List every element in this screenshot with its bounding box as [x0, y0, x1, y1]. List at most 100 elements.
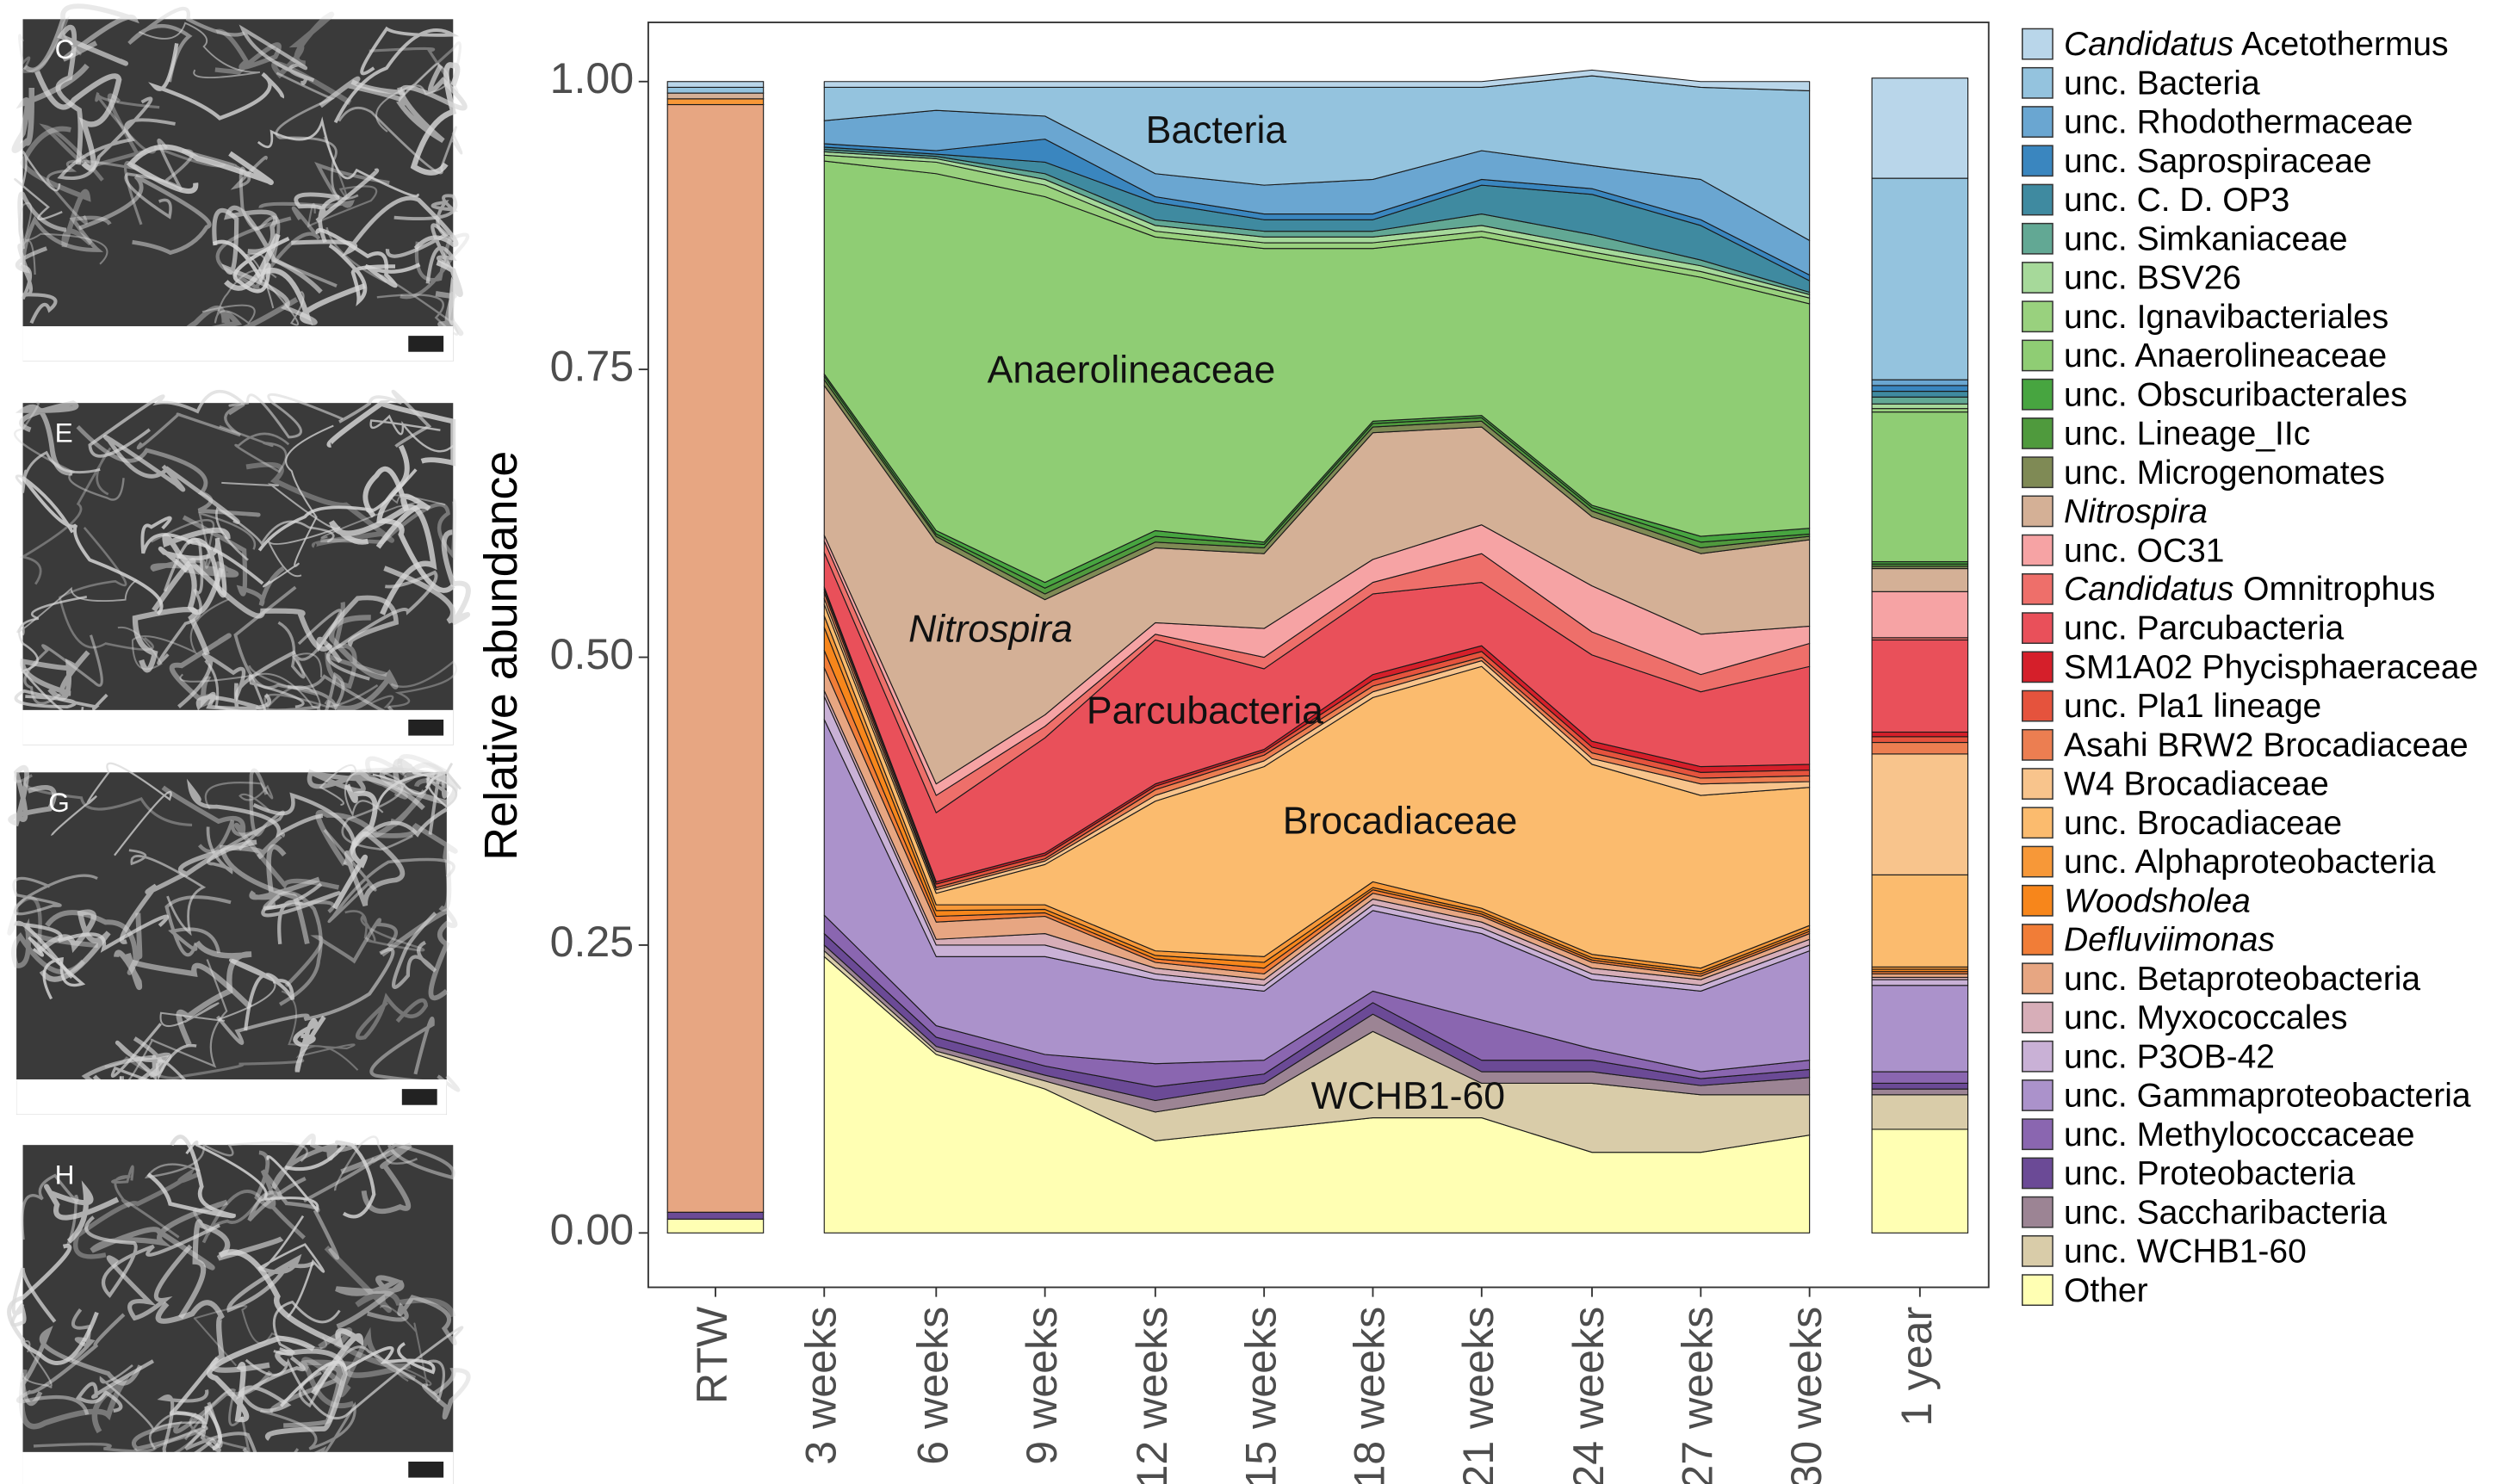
legend-key	[2023, 107, 2053, 137]
legend-key	[2023, 1275, 2053, 1305]
info-strip	[23, 326, 454, 362]
legend-key	[2023, 574, 2053, 604]
bar	[1872, 409, 1967, 412]
bar	[1872, 875, 1967, 967]
bar	[667, 93, 763, 99]
bar	[1872, 980, 1967, 986]
legend-label: unc. Obscuribacterales	[2064, 376, 2407, 413]
legend-label: Asahi BRW2 Brocadiaceae	[2064, 727, 2469, 764]
legend-key	[2023, 457, 2053, 487]
bar	[1872, 1072, 1967, 1083]
legend-key	[2023, 496, 2053, 526]
bar	[1872, 380, 1967, 386]
legend-key	[2023, 340, 2053, 370]
legend-label: unc. Anaerolineaceae	[2064, 337, 2387, 374]
legend-label: SM1A02 Phycisphaeraceae	[2064, 649, 2478, 686]
x-tick-label: 18 weeks	[1346, 1307, 1394, 1484]
x-tick-label: 1 year	[1893, 1307, 1941, 1426]
bar	[1872, 737, 1967, 743]
bar	[1872, 1083, 1967, 1089]
legend-label: unc. Simkaniaceae	[2064, 220, 2348, 257]
x-tick-label: 12 weeks	[1128, 1307, 1176, 1484]
legend-label: unc. Microgenomates	[2064, 454, 2385, 492]
bar	[667, 104, 763, 1212]
x-tick-label: 9 weeks	[1018, 1307, 1066, 1465]
legend-label: unc. Rhodothermaceae	[2064, 104, 2413, 141]
legend-label: Defluviimonas	[2064, 922, 2275, 959]
legend-label: unc. Alphaproteobacteria	[2064, 844, 2436, 881]
annotation: Anaerolineaceae	[988, 349, 1276, 392]
bar	[667, 87, 763, 93]
y-tick-label: 0.75	[550, 342, 635, 390]
bar	[1872, 1089, 1967, 1095]
y-axis-title: Relative abundance	[475, 451, 527, 861]
legend-key	[2023, 184, 2053, 214]
panel-label: G	[48, 787, 70, 818]
legend-key	[2023, 145, 2053, 176]
annotation: Parcubacteria	[1087, 689, 1323, 732]
legend-key	[2023, 846, 2053, 876]
bar	[1872, 412, 1967, 562]
bar	[1872, 178, 1967, 380]
figure: Relative abundance CEGH0.000.250.500.751…	[0, 0, 2509, 1484]
info-strip	[23, 710, 454, 745]
legend-key	[2023, 807, 2053, 838]
legend-label: unc. Proteobacteria	[2064, 1155, 2356, 1192]
legend-key	[2023, 68, 2053, 98]
legend-key	[2023, 924, 2053, 955]
legend-key	[2023, 769, 2053, 799]
legend-key	[2023, 1236, 2053, 1266]
bar	[1872, 743, 1967, 754]
legend-label: unc. Saprospiraceae	[2064, 143, 2372, 180]
bar	[667, 82, 763, 88]
logo	[402, 1089, 437, 1105]
legend-label: W4 Brocadiaceae	[2064, 766, 2329, 803]
x-tick-label: RTW	[688, 1306, 736, 1404]
y-tick-label: 1.00	[550, 54, 635, 102]
bar	[1872, 974, 1967, 977]
legend-key	[2023, 730, 2053, 760]
annotation: WCHB1-60	[1311, 1075, 1505, 1117]
bar	[1872, 78, 1967, 178]
x-tick-label: 21 weeks	[1454, 1307, 1502, 1484]
legend-key	[2023, 1042, 2053, 1072]
legend-label: unc. Ignavibacteriales	[2064, 299, 2388, 336]
legend-key	[2023, 418, 2053, 448]
legend-label: unc. OC31	[2064, 532, 2224, 569]
legend-key	[2023, 535, 2053, 566]
annotation: Nitrospira	[908, 609, 1073, 651]
legend-key	[2023, 886, 2053, 916]
info-strip	[16, 1079, 447, 1115]
bar	[1872, 569, 1967, 592]
annotation: Brocadiaceae	[1283, 801, 1518, 843]
legend-label: Candidatus Omnitrophus	[2064, 571, 2435, 608]
legend-label: unc. WCHB1-60	[2064, 1234, 2307, 1271]
legend-label: unc. Pla1 lineage	[2064, 688, 2321, 725]
legend-key	[2023, 263, 2053, 293]
legend-label: unc. Methylococcaceae	[2064, 1116, 2415, 1153]
x-tick-label: 15 weeks	[1236, 1307, 1285, 1484]
legend-key	[2023, 963, 2053, 993]
bar	[1872, 754, 1967, 875]
legend-label: unc. Bacteria	[2064, 65, 2260, 102]
panel-label: H	[55, 1159, 75, 1190]
x-tick-label: 30 weeks	[1782, 1307, 1831, 1484]
x-tick-label: 24 weeks	[1564, 1307, 1613, 1484]
bar	[1872, 640, 1967, 732]
legend-label: unc. Parcubacteria	[2064, 610, 2344, 647]
panel-label: E	[55, 417, 73, 448]
logo	[408, 336, 443, 352]
bar	[1872, 1095, 1967, 1129]
legend-label: unc. Myxococcales	[2064, 999, 2347, 1036]
bar	[1872, 591, 1967, 638]
legend-key	[2023, 224, 2053, 254]
x-tick-label: 27 weeks	[1674, 1307, 1722, 1484]
logo	[408, 720, 443, 736]
micrograph: G	[9, 757, 461, 1115]
bar	[667, 1212, 763, 1219]
legend-label: Nitrospira	[2064, 493, 2208, 530]
legend-label: unc. Saccharibacteria	[2064, 1194, 2387, 1231]
legend-key	[2023, 1158, 2053, 1188]
legend-key	[2023, 28, 2053, 59]
legend-key	[2023, 613, 2053, 643]
